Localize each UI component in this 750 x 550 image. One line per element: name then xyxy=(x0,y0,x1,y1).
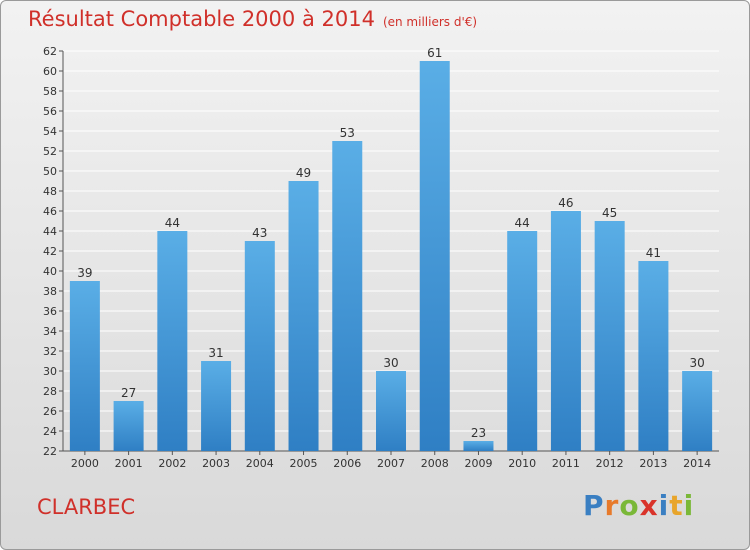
x-tick-label-2000: 2000 xyxy=(71,457,99,470)
proxiti-logo: Proxiti xyxy=(583,489,694,522)
x-tick-label-2003: 2003 xyxy=(202,457,230,470)
logo-letter: x xyxy=(639,489,659,522)
bar-2003 xyxy=(201,361,232,451)
bar-2006 xyxy=(332,141,363,451)
x-tick-label-2013: 2013 xyxy=(639,457,667,470)
data-label-2013: 41 xyxy=(646,246,661,260)
logo-letter: i xyxy=(683,489,695,522)
x-tick-label-2002: 2002 xyxy=(158,457,186,470)
logo-letter: o xyxy=(619,489,640,522)
x-tick-label-2005: 2005 xyxy=(290,457,318,470)
logo-letter: t xyxy=(669,489,684,522)
y-tick-label: 24 xyxy=(43,425,57,438)
y-tick-label: 56 xyxy=(43,105,57,118)
x-tick-label-2008: 2008 xyxy=(421,457,449,470)
y-tick-label: 30 xyxy=(43,365,57,378)
logo-letter: r xyxy=(604,489,620,522)
data-label-2004: 43 xyxy=(252,226,267,240)
y-tick-label: 62 xyxy=(43,45,57,58)
y-tick-label: 42 xyxy=(43,245,57,258)
bar-2014 xyxy=(682,371,713,451)
data-label-2014: 30 xyxy=(689,356,704,370)
y-tick-label: 38 xyxy=(43,285,57,298)
chart-title-text: Résultat Comptable 2000 à 2014 xyxy=(28,7,375,31)
y-tick-label: 28 xyxy=(43,385,57,398)
bar-2011 xyxy=(550,211,581,451)
data-label-2002: 44 xyxy=(165,216,180,230)
bar-2001 xyxy=(113,401,144,451)
x-tick-label-2014: 2014 xyxy=(683,457,711,470)
y-tick-label: 44 xyxy=(43,225,57,238)
y-tick-label: 50 xyxy=(43,165,57,178)
y-tick-label: 52 xyxy=(43,145,57,158)
data-label-2006: 53 xyxy=(340,126,355,140)
bar-2010 xyxy=(507,231,538,451)
bar-2012 xyxy=(594,221,625,451)
data-label-2012: 45 xyxy=(602,206,617,220)
data-label-2007: 30 xyxy=(383,356,398,370)
bar-2002 xyxy=(157,231,188,451)
y-tick-label: 32 xyxy=(43,345,57,358)
x-tick-label-2010: 2010 xyxy=(508,457,536,470)
bar-2005 xyxy=(288,181,319,451)
data-labels: 39 27 44 31 43 49 53 30 61 23 44 46 45 41 30 xyxy=(77,46,705,440)
data-label-2011: 46 xyxy=(558,196,573,210)
chart-title: Résultat Comptable 2000 à 2014 (en millie… xyxy=(28,7,477,31)
data-label-2005: 49 xyxy=(296,166,311,180)
y-tick-label: 60 xyxy=(43,65,57,78)
x-tick-label-2006: 2006 xyxy=(333,457,361,470)
commune-name: CLARBEC xyxy=(37,495,136,519)
y-tick-label: 22 xyxy=(43,445,57,458)
logo-letter: P xyxy=(583,489,605,522)
y-tick-label: 34 xyxy=(43,325,57,338)
bar-2004 xyxy=(244,241,275,451)
x-tick-label-2011: 2011 xyxy=(552,457,580,470)
y-tick-label: 36 xyxy=(43,305,57,318)
bar-2013 xyxy=(638,261,669,451)
x-tick-label-2007: 2007 xyxy=(377,457,405,470)
data-label-2001: 27 xyxy=(121,386,136,400)
data-label-2009: 23 xyxy=(471,426,486,440)
x-tick-label-2012: 2012 xyxy=(596,457,624,470)
chart-unit-label: (en milliers d'€) xyxy=(382,15,478,29)
data-label-2008: 61 xyxy=(427,46,442,60)
logo-letter: i xyxy=(658,489,670,522)
y-tick-label: 40 xyxy=(43,265,57,278)
bar-2008 xyxy=(419,61,450,451)
data-label-2003: 31 xyxy=(208,346,223,360)
y-tick-label: 58 xyxy=(43,85,57,98)
bars xyxy=(69,61,713,451)
bar-2009 xyxy=(463,441,494,451)
y-tick-label: 46 xyxy=(43,205,57,218)
bar-2007 xyxy=(376,371,406,451)
bar-2000 xyxy=(69,281,100,451)
data-label-2010: 44 xyxy=(515,216,530,230)
y-tick-label: 54 xyxy=(43,125,57,138)
y-tick-label: 48 xyxy=(43,185,57,198)
x-tick-label-2004: 2004 xyxy=(246,457,274,470)
data-label-2000: 39 xyxy=(77,266,92,280)
x-tick-label-2009: 2009 xyxy=(464,457,492,470)
y-tick-label: 26 xyxy=(43,405,57,418)
x-tick-label-2001: 2001 xyxy=(115,457,143,470)
